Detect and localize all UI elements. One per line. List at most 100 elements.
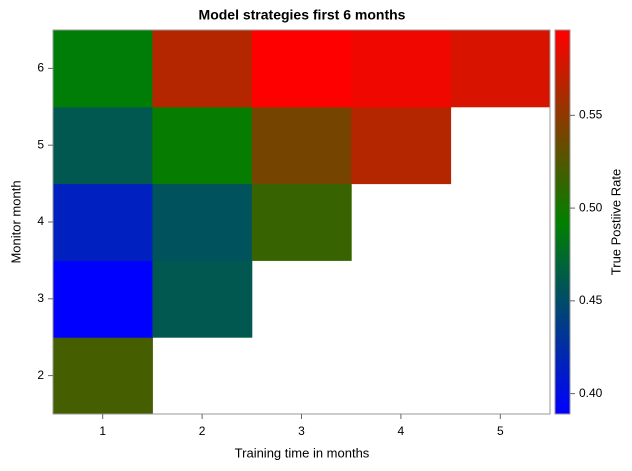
y-tick-label: 6 <box>37 61 44 75</box>
heatmap-cell <box>152 30 253 108</box>
y-tick-label: 2 <box>37 368 44 382</box>
colorbar-slice <box>555 258 570 263</box>
colorbar-slice <box>555 138 570 143</box>
heatmap-cell <box>152 183 253 261</box>
colorbar-slice <box>555 226 570 231</box>
colorbar-slice <box>555 410 570 415</box>
heatmap-cell <box>351 106 452 185</box>
colorbar-slice <box>555 334 570 339</box>
colorbar-slice <box>555 82 570 87</box>
colorbar-slice <box>555 130 570 135</box>
heatmap-cell <box>53 30 153 108</box>
colorbar-tick-label: 0.55 <box>579 108 603 122</box>
colorbar-slice <box>555 282 570 287</box>
colorbar-tick-label: 0.40 <box>579 386 603 400</box>
colorbar-slice <box>555 134 570 139</box>
colorbar-slice <box>555 406 570 411</box>
y-tick-label: 3 <box>37 291 44 305</box>
colorbar-slice <box>555 126 570 131</box>
heatmap-cell <box>351 30 452 108</box>
colorbar-slice <box>555 318 570 323</box>
colorbar-slice <box>555 278 570 283</box>
colorbar-slice <box>555 90 570 95</box>
colorbar-slice <box>555 150 570 155</box>
colorbar-slice <box>555 294 570 299</box>
colorbar-slice <box>555 342 570 347</box>
colorbar-slice <box>555 214 570 219</box>
colorbar-slice <box>555 246 570 251</box>
x-tick-label: 1 <box>99 424 106 438</box>
colorbar-slice <box>555 382 570 387</box>
colorbar-slice <box>555 194 570 199</box>
colorbar-slice <box>555 34 570 39</box>
colorbar-slice <box>555 354 570 359</box>
colorbar-slice <box>555 166 570 171</box>
colorbar-slice <box>555 286 570 291</box>
colorbar-tick-label: 0.50 <box>579 200 603 214</box>
colorbar-slice <box>555 266 570 271</box>
x-axis-label: Training time in months <box>235 445 370 460</box>
x-tick-label: 2 <box>199 424 206 438</box>
y-axis-label: Monitor month <box>8 180 23 263</box>
colorbar-slice <box>555 290 570 295</box>
colorbar-slice <box>555 62 570 67</box>
colorbar-slice <box>555 362 570 367</box>
colorbar-slice <box>555 378 570 383</box>
x-tick-label: 4 <box>398 424 405 438</box>
colorbar-slice <box>555 358 570 363</box>
colorbar-slice <box>555 302 570 307</box>
colorbar-slice <box>555 242 570 247</box>
colorbar-slice <box>555 78 570 83</box>
x-tick-label: 3 <box>298 424 305 438</box>
x-tick-label: 5 <box>497 424 504 438</box>
heatmap-cell <box>53 260 153 338</box>
y-tick-label: 5 <box>37 137 44 151</box>
colorbar-slice <box>555 110 570 115</box>
colorbar-slice <box>555 374 570 379</box>
colorbar-slice <box>555 158 570 163</box>
colorbar-slice <box>555 206 570 211</box>
colorbar-slice <box>555 370 570 375</box>
heatmap-cell <box>251 30 352 108</box>
colorbar-slice <box>555 210 570 215</box>
y-tick-label: 4 <box>37 214 44 228</box>
colorbar-label: True Postiive Rate <box>608 169 623 275</box>
colorbar-slice <box>555 154 570 159</box>
colorbar-slice <box>555 186 570 191</box>
colorbar-slice <box>555 198 570 203</box>
colorbar-slice <box>555 254 570 259</box>
colorbar-slice <box>555 270 570 275</box>
colorbar-frame <box>554 29 571 415</box>
colorbar-slice <box>555 398 570 403</box>
colorbar-slice <box>555 250 570 255</box>
colorbar-slice <box>555 142 570 147</box>
colorbar-slice <box>555 346 570 351</box>
colorbar-slice <box>555 42 570 47</box>
heatmap-cell <box>251 183 352 261</box>
colorbar-slice <box>555 190 570 195</box>
colorbar-slice <box>555 366 570 371</box>
colorbar-slice <box>555 102 570 107</box>
chart-title: Model strategies first 6 months <box>199 7 406 23</box>
colorbar-slice <box>555 174 570 179</box>
colorbar-slice <box>555 274 570 279</box>
colorbar-slice <box>555 222 570 227</box>
colorbar-slice <box>555 322 570 327</box>
colorbar-slice <box>555 98 570 103</box>
colorbar-slice <box>555 314 570 319</box>
colorbar-slice <box>555 394 570 399</box>
colorbar-slice <box>555 298 570 303</box>
colorbar-slice <box>555 390 570 395</box>
heatmap-cell <box>53 337 153 415</box>
colorbar-slice <box>555 202 570 207</box>
colorbar-slice <box>555 262 570 267</box>
colorbar-slice <box>555 326 570 331</box>
colorbar-slice <box>555 118 570 123</box>
colorbar-slice <box>555 70 570 75</box>
heatmap-cell <box>53 106 153 185</box>
colorbar-slice <box>555 218 570 223</box>
colorbar-slice <box>555 38 570 43</box>
colorbar-slice <box>555 306 570 311</box>
colorbar-slice <box>555 386 570 391</box>
